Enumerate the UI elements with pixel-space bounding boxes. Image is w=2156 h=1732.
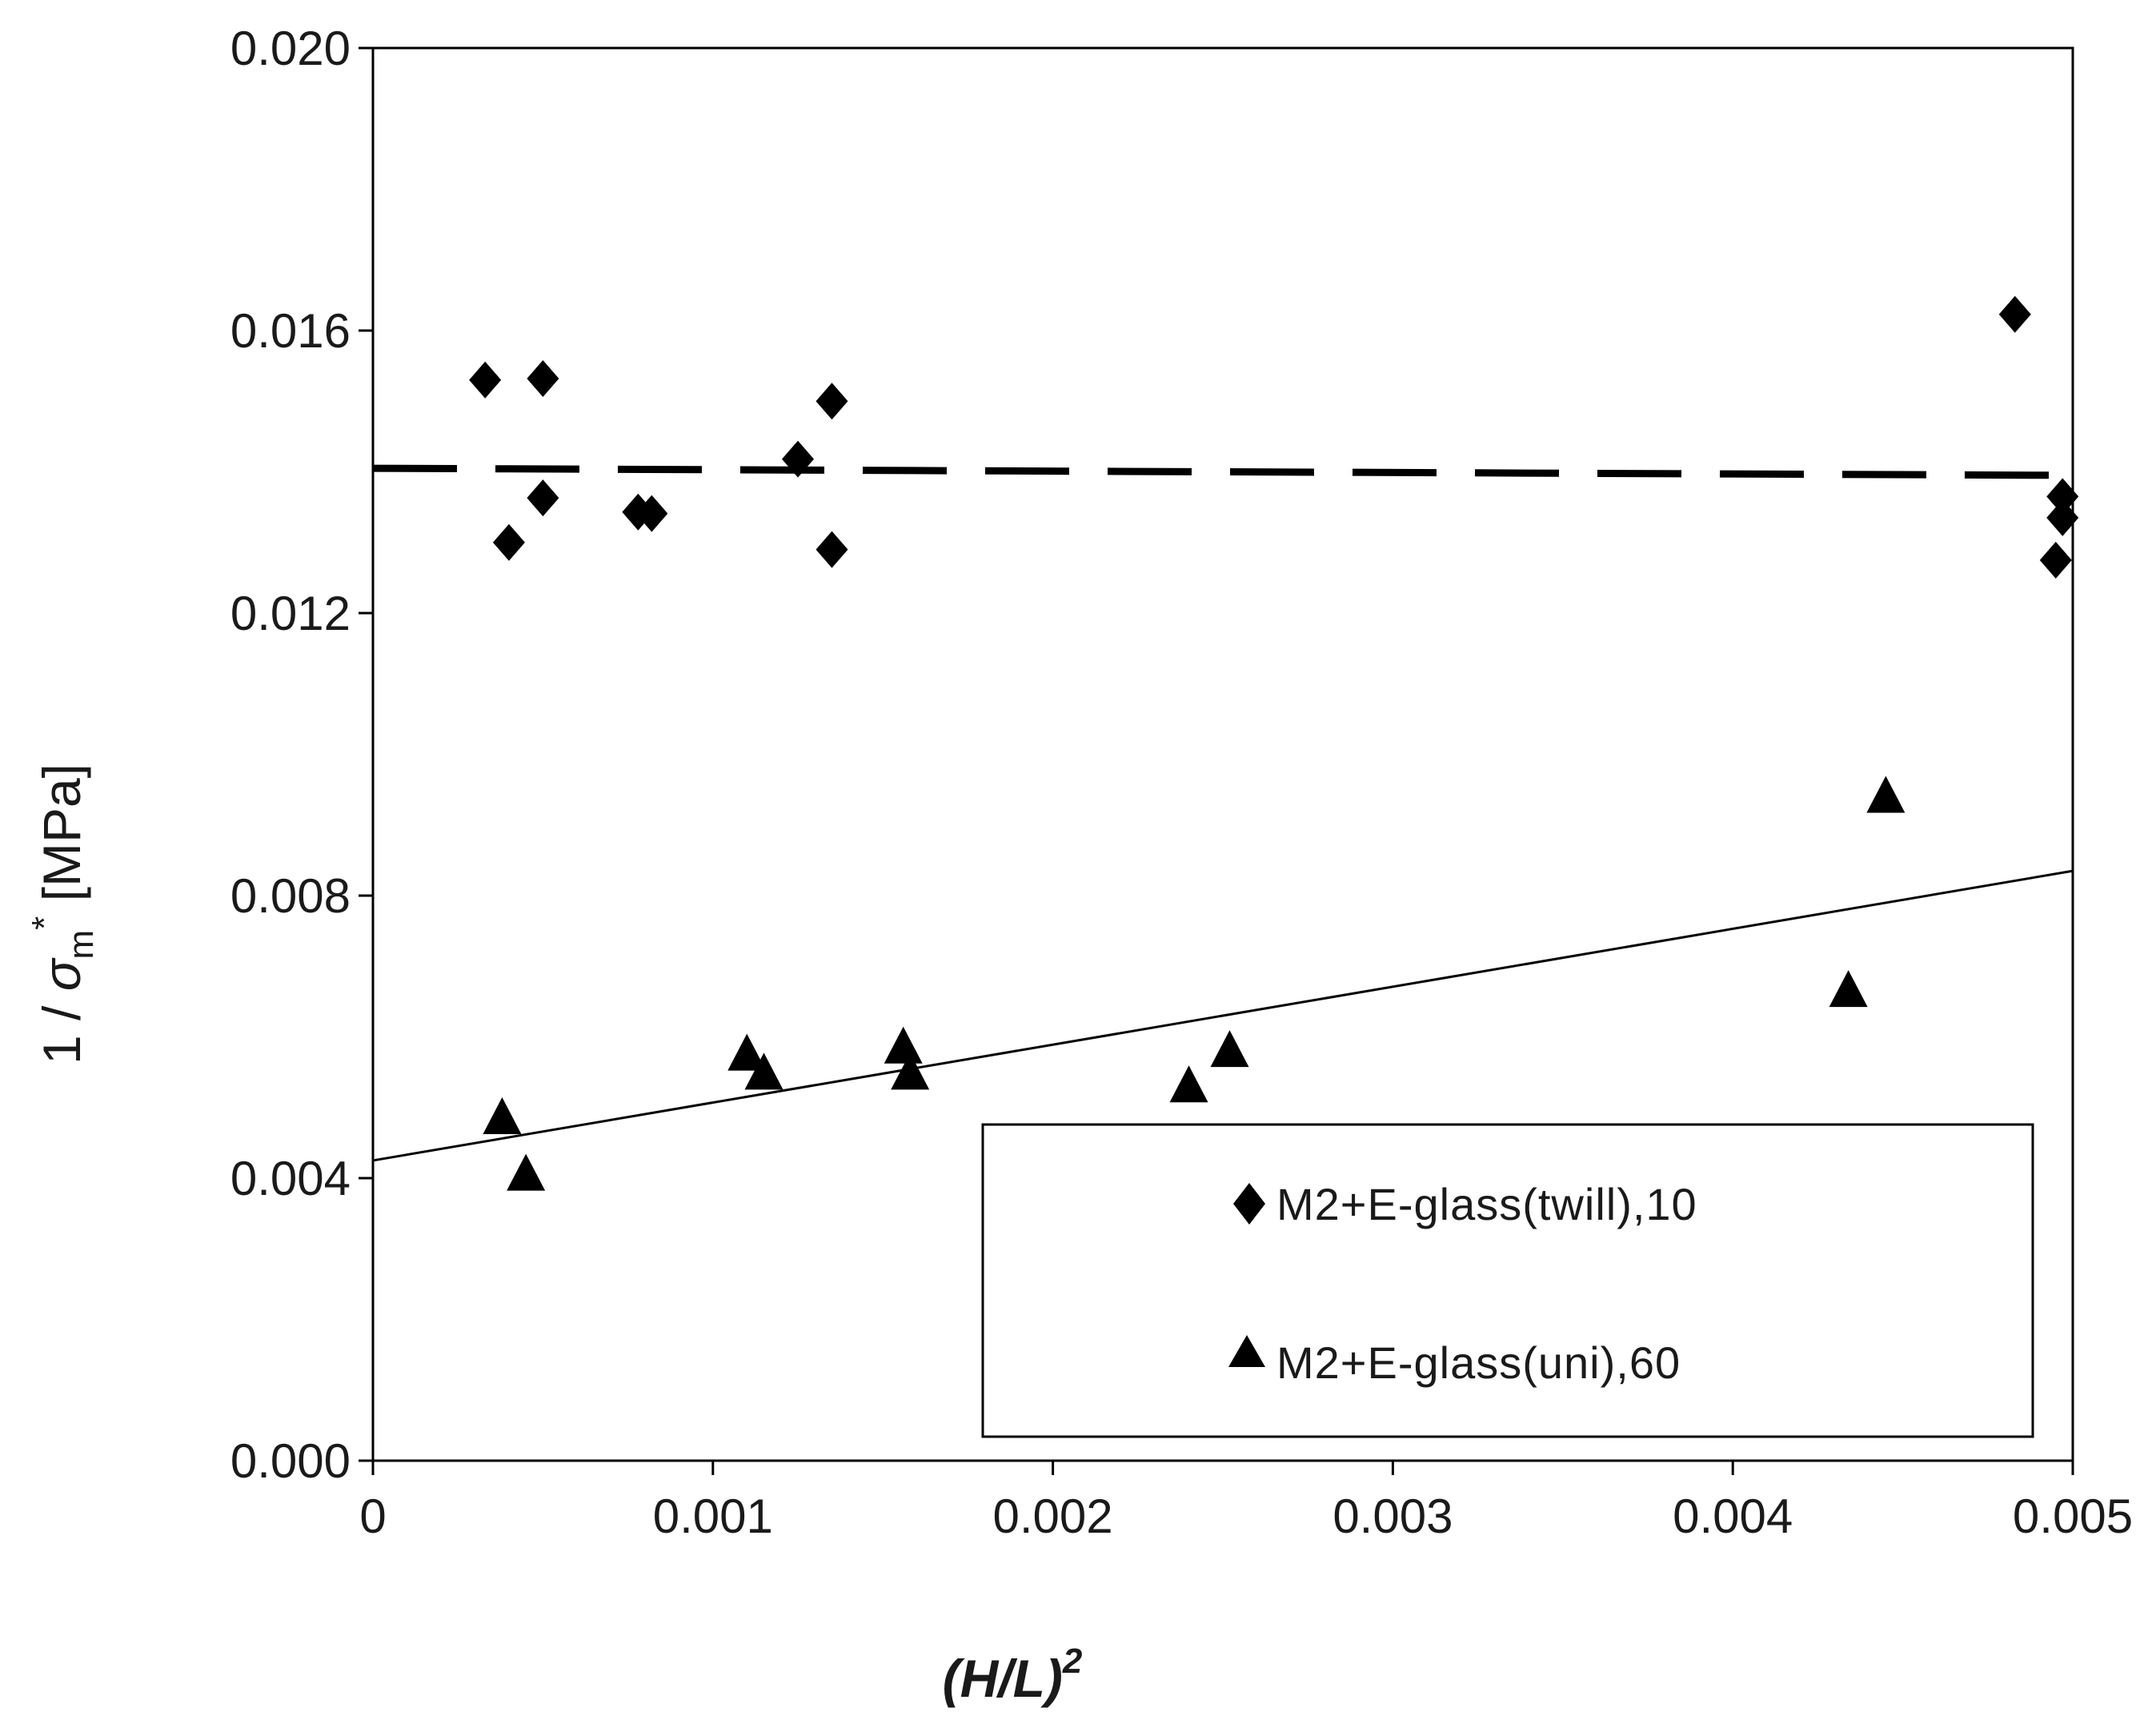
x-tick-label: 0.004 [1673,1489,1793,1543]
trend-line-twill [372,464,2074,479]
triangle-marker [1210,1030,1249,1068]
plot-area [371,46,2074,1462]
triangle-marker [744,1052,783,1090]
x-tick-label: 0.003 [1332,1489,1453,1543]
trend-line-uni [372,869,2074,1162]
diamond-marker [527,479,559,517]
legend: M2+E-glass(twill),10 M2+E-glass(uni),60 [981,1123,2034,1438]
y-axis-title-prefix: 1 / [32,991,91,1064]
x-axis-title-main: (H/L) [943,1649,1063,1708]
diamond-marker [816,531,848,568]
diamond-marker [782,440,814,478]
y-tick-label: 0.012 [230,587,351,640]
y-axis-title-subscript: m [62,930,101,960]
x-tick-label: 0.001 [653,1489,773,1543]
legend-label-twill: M2+E-glass(twill),10 [1276,1179,1697,1229]
y-tick-label: 0.016 [230,304,351,358]
data-markers [469,295,2079,1191]
legend-box [981,1123,2034,1438]
y-axis-title: 1 / σm* [MPa] [25,764,101,1064]
diamond-marker [1998,295,2031,333]
x-axis-ticks: 0 0.001 0.002 0.003 0.004 0.005 [359,1461,2133,1543]
legend-diamond-icon [1233,1183,1265,1225]
x-tick-label: 0 [359,1489,386,1543]
x-axis-title-superscript: 2 [1062,1642,1083,1681]
x-tick-label: 0.002 [993,1489,1113,1543]
diamond-marker [469,361,502,399]
triangle-marker [891,1052,930,1090]
legend-label-uni: M2+E-glass(uni),60 [1276,1337,1681,1388]
diamond-marker [816,383,848,420]
triangle-marker [1866,776,1906,813]
triangle-marker [483,1097,522,1134]
x-axis-title: (H/L)2 [943,1642,1083,1708]
diamond-marker [2046,478,2079,515]
diamond-marker [527,360,559,398]
triangle-marker [1169,1065,1208,1103]
x-tick-label: 0.005 [2013,1489,2133,1543]
y-axis-ticks: 0.000 0.004 0.008 0.012 0.016 0.020 [230,22,373,1488]
y-axis-title-unit: [MPa] [32,764,91,916]
diamond-marker [2039,541,2072,579]
plot-frame [371,46,2074,1462]
y-tick-label: 0.004 [230,1152,351,1205]
y-axis-title-superscript: * [25,916,64,930]
y-tick-label: 0.008 [230,869,351,923]
triangle-marker [884,1026,923,1064]
triangle-marker [507,1153,546,1191]
y-tick-label: 0.000 [230,1434,351,1488]
trend-lines [372,464,2074,1162]
diamond-marker [635,495,668,532]
y-tick-label: 0.020 [230,22,351,75]
y-axis-title-symbol: σ [32,957,91,991]
diamond-marker [2046,499,2079,536]
legend-triangle-icon [1228,1335,1265,1367]
triangle-marker [1829,970,1868,1008]
triangle-marker [727,1033,767,1071]
diamond-marker [492,523,525,561]
